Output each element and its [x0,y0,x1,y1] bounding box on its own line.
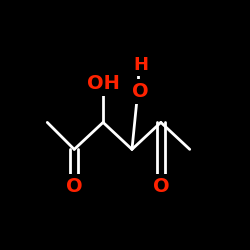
Text: O: O [132,82,149,101]
Text: OH: OH [87,74,120,94]
Text: O: O [66,178,82,197]
Text: H: H [133,56,148,74]
Text: O: O [152,178,169,197]
